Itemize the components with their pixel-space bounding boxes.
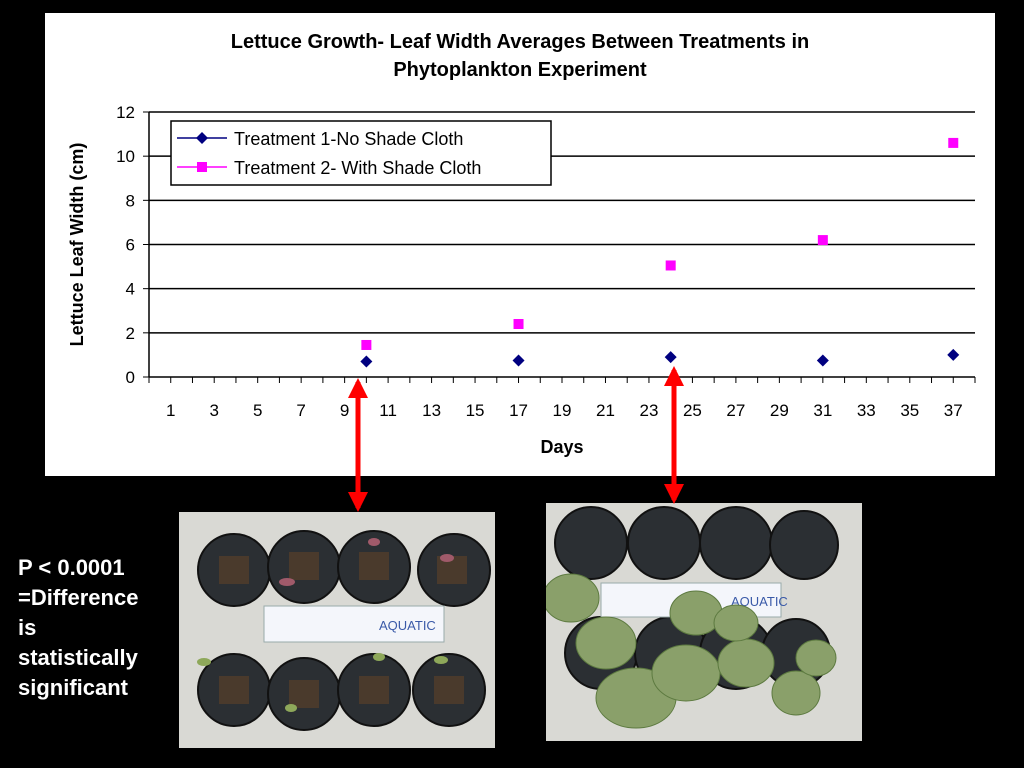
y-tick-label: 6: [126, 236, 135, 255]
annotation-line: is: [18, 615, 37, 640]
annotation-line: significant: [18, 675, 129, 700]
x-tick-label: 31: [813, 401, 832, 420]
annotation-line: =Difference: [18, 585, 139, 610]
legend-marker: [196, 132, 208, 144]
data-point-series-2: [948, 137, 959, 148]
x-tick-label: 5: [253, 401, 262, 420]
statistical-significance-note: P < 0.0001 =Difference is statistically …: [18, 553, 168, 703]
y-axis-label: Lettuce Leaf Width (cm): [67, 143, 87, 347]
data-point-series-1: [947, 348, 960, 361]
y-tick-label: 4: [126, 280, 135, 299]
x-tick-label: 9: [340, 401, 349, 420]
photo-day-24-image: AQUATIC: [546, 503, 862, 741]
x-tick-label: 19: [553, 401, 572, 420]
chart-panel: Lettuce Growth- Leaf Width Averages Betw…: [45, 13, 995, 476]
x-tick-label: 25: [683, 401, 702, 420]
legend-label: Treatment 1-No Shade Cloth: [234, 129, 463, 149]
chart-title-line: Lettuce Growth- Leaf Width Averages Betw…: [231, 31, 809, 53]
x-tick-label: 27: [726, 401, 745, 420]
legend-marker: [197, 162, 207, 172]
photo-day-10-plants: AQUATIC: [179, 512, 495, 748]
scatter-chart: Lettuce Growth- Leaf Width Averages Betw…: [67, 31, 976, 457]
data-point-series-2: [361, 339, 372, 350]
y-tick-label: 8: [126, 191, 135, 210]
y-tick-label: 10: [116, 147, 135, 166]
annotation-line: P < 0.0001: [18, 555, 125, 580]
data-point-series-1: [512, 354, 525, 367]
chart-title-line: Phytoplankton Experiment: [393, 59, 647, 81]
y-tick-label: 12: [116, 103, 135, 122]
x-tick-label: 33: [857, 401, 876, 420]
x-tick-label: 7: [296, 401, 305, 420]
x-tick-label: 15: [466, 401, 485, 420]
x-tick-label: 21: [596, 401, 615, 420]
x-tick-label: 1: [166, 401, 175, 420]
svg-text:AQUATIC: AQUATIC: [379, 618, 436, 633]
data-point-series-1: [360, 355, 373, 368]
data-point-series-1: [664, 351, 677, 364]
x-axis-label: Days: [540, 437, 583, 457]
x-tick-label: 13: [422, 401, 441, 420]
data-point-series-1: [816, 354, 829, 367]
y-tick-label: 2: [126, 324, 135, 343]
legend-label: Treatment 2- With Shade Cloth: [234, 158, 481, 178]
x-tick-label: 3: [209, 401, 218, 420]
annotation-line: statistically: [18, 645, 138, 670]
y-tick-label: 0: [126, 368, 135, 387]
x-tick-label: 23: [639, 401, 658, 420]
data-point-series-2: [665, 260, 676, 271]
legend-box: [170, 120, 552, 186]
svg-text:AQUATIC: AQUATIC: [731, 594, 788, 609]
x-tick-label: 37: [944, 401, 963, 420]
data-point-series-2: [513, 319, 524, 329]
x-tick-label: 17: [509, 401, 528, 420]
x-tick-label: 11: [379, 401, 397, 420]
photo-day-24-plants: AQUATIC: [546, 503, 862, 741]
x-tick-label: 35: [900, 401, 919, 420]
photo-day-10-image: AQUATIC: [179, 512, 495, 748]
x-tick-label: 29: [770, 401, 789, 420]
data-point-series-2: [817, 235, 828, 246]
